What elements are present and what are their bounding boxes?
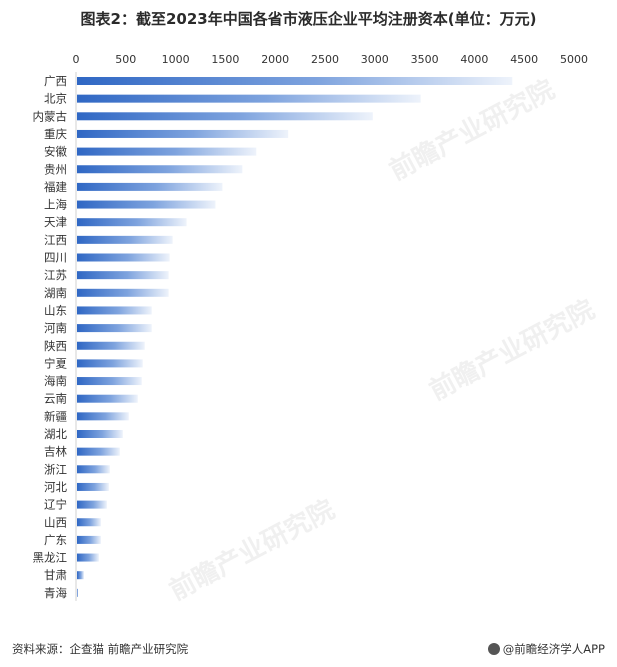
bar — [77, 535, 101, 544]
y-category-label: 安徽 — [44, 145, 67, 159]
x-tick-label: 5000 — [560, 53, 588, 66]
y-category-label: 四川 — [44, 251, 67, 265]
x-tick-label: 0 — [73, 53, 80, 66]
bar — [77, 165, 243, 174]
bar — [77, 271, 169, 280]
y-category-label: 湖南 — [44, 286, 67, 300]
bar — [77, 235, 173, 244]
bar — [77, 112, 373, 121]
y-category-label: 内蒙古 — [33, 109, 68, 123]
bar — [77, 394, 138, 403]
chart-title: 图表2：截至2023年中国各省市液压企业平均注册资本(单位：万元) — [80, 10, 537, 28]
x-tick-label: 4000 — [460, 53, 488, 66]
y-category-label: 福建 — [44, 180, 67, 194]
bar — [77, 482, 109, 491]
y-category-label: 广东 — [44, 533, 67, 547]
bar — [77, 182, 223, 191]
source-note: 资料来源：企查猫 前瞻产业研究院 — [12, 642, 189, 656]
y-category-label: 浙江 — [44, 462, 67, 476]
brand-label: @前瞻经济学人APP — [502, 642, 605, 656]
x-tick-label: 2000 — [261, 53, 289, 66]
y-category-label: 河南 — [44, 321, 67, 335]
x-tick-label: 4500 — [510, 53, 538, 66]
y-category-label: 湖北 — [44, 427, 67, 441]
x-tick-label: 1000 — [162, 53, 190, 66]
bar — [77, 341, 145, 350]
bar — [77, 571, 84, 580]
brand-logo-icon — [487, 643, 500, 655]
y-category-label: 辽宁 — [44, 498, 67, 512]
bar — [77, 447, 120, 456]
bar — [77, 553, 99, 562]
y-category-label: 北京 — [44, 92, 67, 106]
bar — [77, 200, 216, 209]
bar — [77, 147, 257, 156]
bar — [77, 288, 169, 297]
bar — [77, 218, 187, 227]
y-category-label: 重庆 — [44, 127, 67, 141]
x-tick-label: 2500 — [311, 53, 339, 66]
bar — [77, 129, 289, 138]
y-category-label: 云南 — [44, 392, 67, 406]
y-category-label: 广西 — [44, 74, 67, 88]
bar — [77, 518, 101, 527]
bar — [77, 500, 107, 509]
bar — [77, 253, 170, 262]
y-category-label: 江西 — [44, 233, 67, 247]
y-category-label: 吉林 — [44, 445, 67, 459]
y-category-label: 天津 — [44, 215, 67, 229]
y-category-label: 河北 — [44, 480, 67, 494]
y-category-label: 新疆 — [44, 409, 67, 423]
y-category-label: 上海 — [44, 198, 67, 212]
y-category-label: 青海 — [44, 586, 67, 600]
bar — [77, 306, 152, 315]
bar — [77, 465, 110, 474]
y-category-label: 山西 — [44, 515, 67, 529]
bar — [77, 94, 421, 103]
bar — [77, 377, 142, 386]
y-category-label: 海南 — [44, 374, 67, 388]
y-category-label: 陕西 — [44, 339, 67, 353]
bar — [77, 324, 152, 333]
y-category-label: 山东 — [44, 303, 67, 317]
x-tick-label: 500 — [115, 53, 136, 66]
y-category-label: 宁夏 — [44, 356, 67, 370]
bar — [77, 412, 129, 421]
y-category-label: 黑龙江 — [33, 551, 68, 565]
bar — [77, 588, 78, 597]
x-tick-label: 1500 — [211, 53, 239, 66]
bar — [77, 430, 123, 438]
y-category-label: 江苏 — [44, 268, 67, 282]
x-tick-label: 3500 — [411, 53, 439, 66]
bar — [77, 359, 143, 368]
brand-credit: @前瞻经济学人APP — [487, 641, 605, 657]
y-category-label: 甘肃 — [44, 568, 67, 582]
bar — [77, 77, 513, 85]
x-tick-label: 3000 — [361, 53, 389, 66]
y-category-label: 贵州 — [44, 162, 67, 176]
